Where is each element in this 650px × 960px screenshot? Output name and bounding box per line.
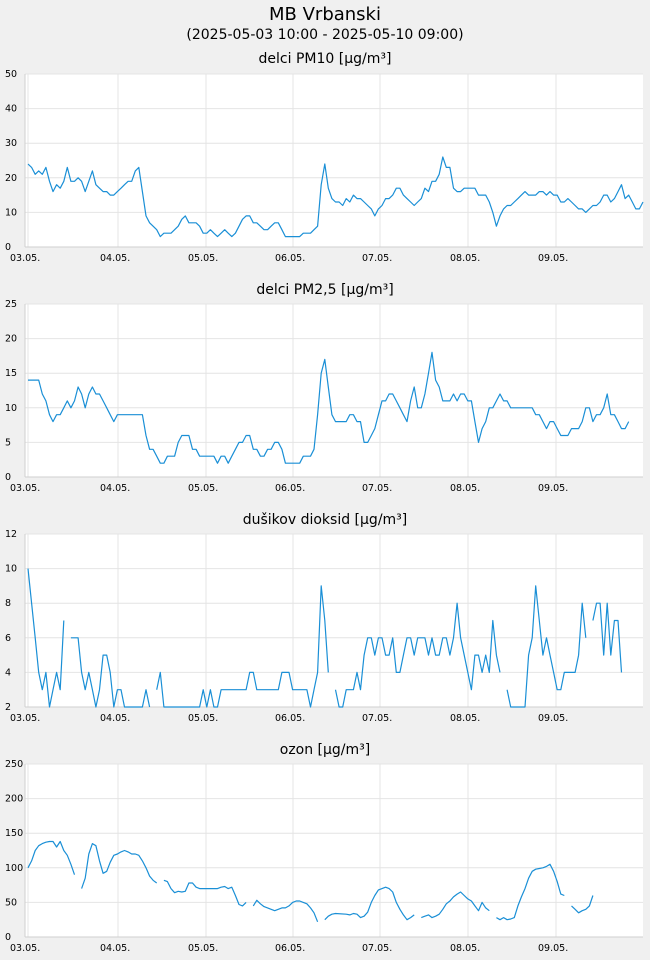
plot-area — [25, 74, 643, 247]
y-tick-label: 10 — [5, 403, 17, 414]
y-tick-label: 8 — [5, 598, 11, 609]
series-line-segment — [421, 891, 490, 919]
x-tick-label: 03.05. — [10, 943, 40, 954]
series-line-segment — [334, 602, 501, 708]
x-tick-label: 06.05. — [275, 713, 305, 724]
y-tick-label: 250 — [5, 760, 23, 770]
x-tick-label: 05.05. — [188, 943, 218, 954]
y-tick-label: 15 — [5, 368, 17, 379]
x-tick-label: 04.05. — [100, 713, 130, 724]
y-tick-label: 5 — [5, 437, 11, 448]
x-tick-label: 08.05. — [450, 943, 480, 954]
y-tick-label: 12 — [5, 530, 17, 540]
x-tick-label: 09.05. — [538, 943, 568, 954]
y-tick-label: 150 — [5, 828, 23, 839]
series-line-segment — [27, 840, 76, 875]
y-tick-label: 50 — [5, 70, 17, 80]
series-line-segment — [156, 585, 329, 708]
x-tick-label: 05.05. — [188, 253, 218, 264]
y-tick-label: 40 — [5, 104, 17, 115]
panel-title-ozone: ozon [µg/m³] — [279, 742, 371, 758]
x-tick-label: 07.05. — [362, 253, 392, 264]
series-line-segment — [571, 895, 594, 914]
y-tick-label: 30 — [5, 138, 17, 149]
x-tick-label: 04.05. — [100, 943, 130, 954]
x-tick-label: 08.05. — [450, 253, 480, 264]
x-tick-label: 07.05. — [362, 483, 392, 494]
y-tick-label: 100 — [5, 863, 23, 874]
y-tick-label: 200 — [5, 794, 23, 805]
y-tick-label: 6 — [5, 633, 11, 644]
series-line-segment — [324, 886, 415, 921]
chart-no2: 2 4 6 8 10 12 03.05. 04.05. 05.05. 06.05. 07.05. 08… — [5, 530, 643, 724]
series-line-segment — [27, 568, 65, 708]
y-tick-label: 0 — [5, 472, 11, 483]
x-tick-label: 05.05. — [188, 713, 218, 724]
y-tick-label: 20 — [5, 334, 17, 345]
series-line-segment — [592, 602, 623, 673]
series-line-segment — [506, 585, 587, 708]
y-tick-label: 50 — [5, 897, 17, 908]
x-tick-label: 07.05. — [362, 943, 392, 954]
x-tick-label: 03.05. — [10, 253, 40, 264]
chart-ozone: 0 50 100 150 200 250 03.05. 04.05. 05.05. 06.05. 0… — [5, 760, 643, 954]
plot-area — [25, 534, 643, 707]
series-line-segment — [81, 842, 158, 889]
x-tick-label: 05.05. — [188, 483, 218, 494]
panel-title-pm10: delci PM10 [µg/m³] — [258, 51, 392, 67]
y-tick-label: 2 — [5, 702, 11, 713]
x-tick-label: 04.05. — [100, 253, 130, 264]
y-tick-label: 0 — [5, 932, 11, 943]
series-line-segment — [27, 156, 644, 238]
chart-pm10: 0 10 20 30 40 50 03.05. 04.05. 05.05. 06.05. 07.05… — [5, 70, 644, 264]
x-tick-label: 08.05. — [450, 483, 480, 494]
plot-area — [25, 304, 643, 477]
series-line-segment — [70, 637, 151, 708]
x-tick-label: 09.05. — [538, 713, 568, 724]
x-tick-label: 06.05. — [275, 483, 305, 494]
y-tick-label: 20 — [5, 173, 17, 184]
y-tick-label: 10 — [5, 207, 17, 218]
x-tick-label: 06.05. — [275, 253, 305, 264]
x-tick-label: 03.05. — [10, 483, 40, 494]
y-tick-label: 25 — [5, 300, 17, 310]
x-tick-label: 04.05. — [100, 483, 130, 494]
series-line-segment — [28, 351, 630, 464]
y-tick-label: 0 — [5, 242, 11, 253]
x-tick-label: 09.05. — [538, 483, 568, 494]
series-line-segment — [496, 863, 565, 921]
chart-pm25: 0 5 10 15 20 25 03.05. 04.05. 05.05. 06.05. 07.05.… — [5, 300, 643, 494]
x-tick-label: 03.05. — [10, 713, 40, 724]
x-tick-label: 07.05. — [362, 713, 392, 724]
plot-area — [25, 764, 643, 937]
x-tick-label: 08.05. — [450, 713, 480, 724]
panel-title-pm25: delci PM2,5 [µg/m³] — [256, 282, 394, 298]
panel-title-no2: dušikov dioksid [µg/m³] — [242, 512, 408, 528]
chart-date-range: (2025-05-03 10:00 - 2025-05-10 09:00) — [186, 27, 464, 43]
y-tick-label: 4 — [5, 667, 11, 678]
x-tick-label: 09.05. — [538, 253, 568, 264]
series-line-segment — [163, 879, 247, 907]
chart-page-title: MB Vrbanski — [269, 4, 381, 25]
series-line-segment — [252, 899, 319, 923]
y-tick-label: 10 — [5, 564, 17, 575]
x-tick-label: 06.05. — [275, 943, 305, 954]
